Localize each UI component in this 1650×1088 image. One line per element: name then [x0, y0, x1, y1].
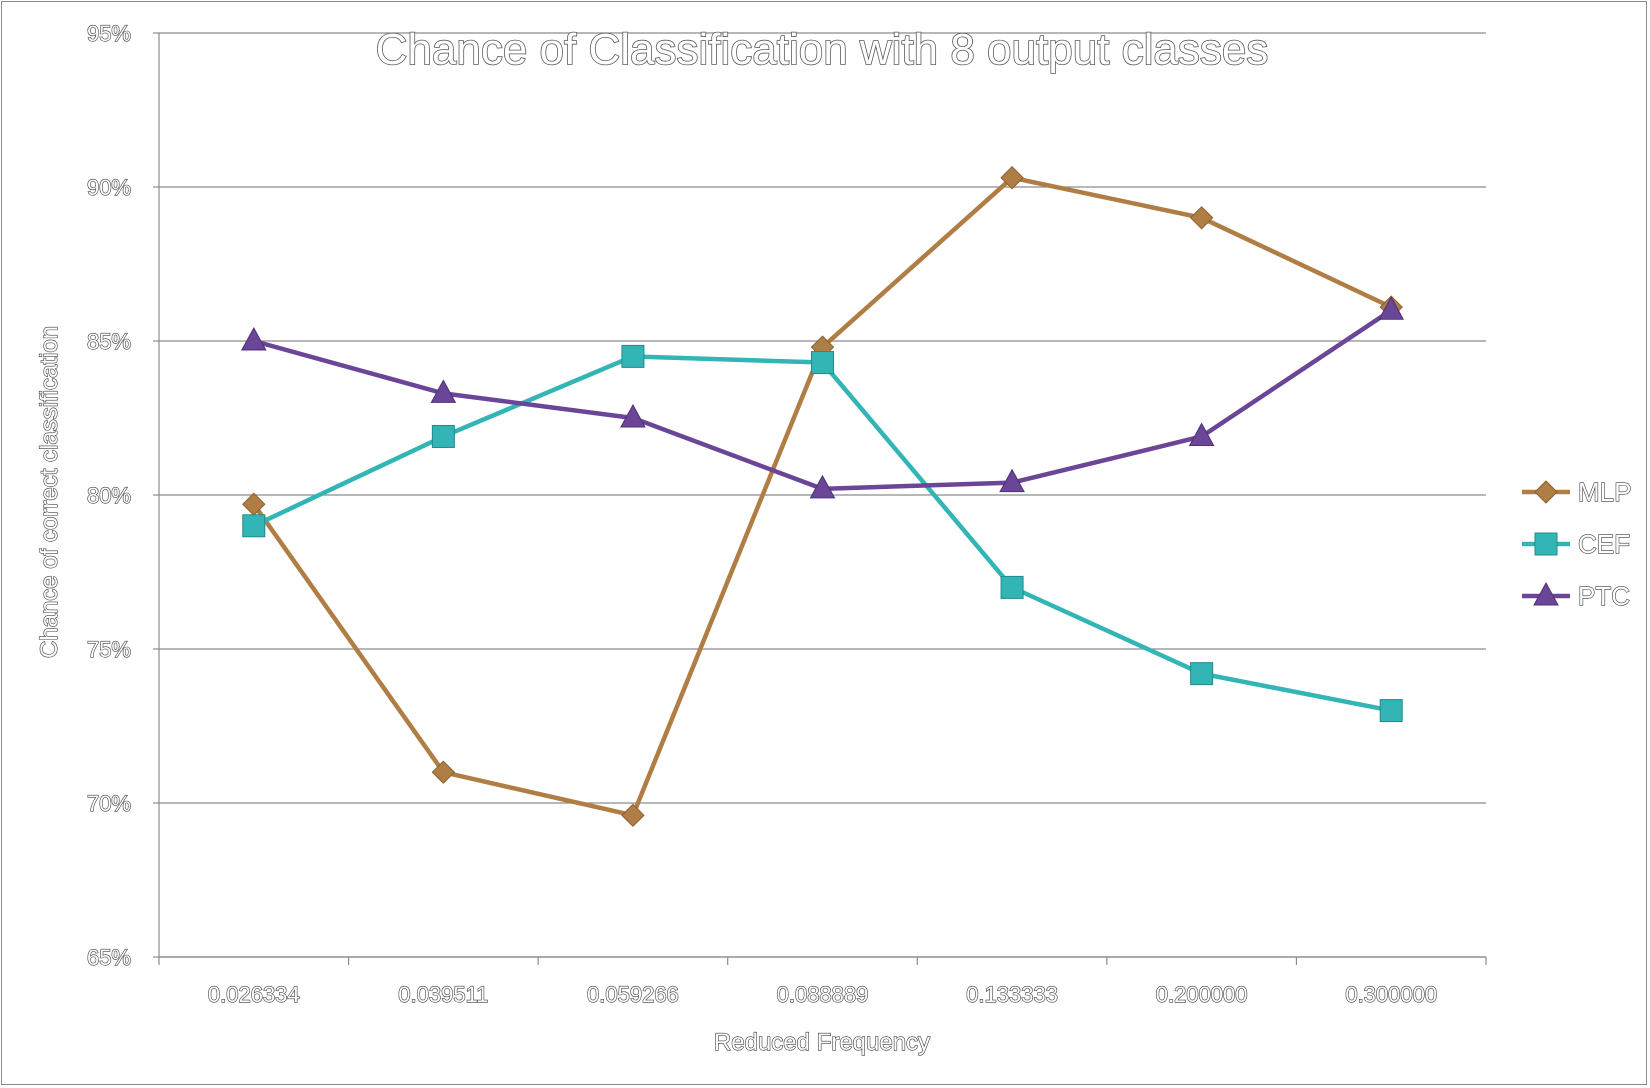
data-point-ptc: [430, 379, 457, 403]
y-tick-label: 90%: [87, 175, 131, 200]
data-point-cef: [242, 514, 266, 538]
data-point-ptc: [999, 468, 1025, 493]
data-point-mlp: [1000, 166, 1024, 190]
legend-label-cef: CEF: [1578, 529, 1630, 559]
data-point-cef: [431, 424, 455, 448]
data-point-ptc: [1188, 422, 1215, 446]
y-tick-label: 85%: [87, 329, 131, 354]
legend-label-mlp: MLP: [1578, 477, 1631, 507]
x-tick-label: 0.026334: [208, 982, 300, 1007]
legend-entry-cef: CEF: [1522, 528, 1631, 560]
chart-title: Chance of Classification with 8 output c…: [376, 25, 1269, 74]
x-tick-label: 0.200000: [1156, 982, 1248, 1007]
x-tick-label: 0.300000: [1345, 982, 1437, 1007]
y-axis-label: Chance of correct classification: [36, 326, 63, 658]
x-tick-label: 0.088889: [777, 982, 869, 1007]
data-point-cef: [621, 344, 645, 368]
chart-text: Chance of Classification with 8 output c…: [35, 20, 1437, 1056]
y-tick-label: 80%: [87, 483, 131, 508]
x-tick-label: 0.039511: [398, 982, 488, 1007]
data-point-cef: [1379, 699, 1403, 723]
legend-label-ptc: PTC: [1578, 581, 1630, 611]
legend-entry-mlp: MLP: [1522, 476, 1632, 508]
y-tick-label: 70%: [87, 791, 131, 816]
data-point-cef: [1190, 662, 1214, 686]
y-tick-label: 65%: [87, 945, 131, 970]
legend-marker-ptc: [1533, 581, 1559, 606]
y-tick-label: 95%: [87, 21, 131, 46]
legend: MLP CEF PTC: [1522, 476, 1632, 612]
data-point-ptc: [809, 474, 836, 499]
data-point-mlp: [621, 803, 645, 828]
legend-marker-mlp: [1534, 480, 1558, 504]
series-markers: [240, 166, 1405, 828]
data-point-cef: [811, 351, 834, 375]
data-point-mlp: [1189, 206, 1214, 230]
series-line-cef: [252, 354, 1392, 713]
axes: [153, 32, 1487, 965]
x-tick-label: 0.133333: [966, 982, 1058, 1007]
data-point-cef: [1000, 575, 1024, 599]
x-tick-label: 0.059266: [587, 982, 679, 1007]
data-point-mlp: [431, 760, 456, 784]
x-axis-label: Reduced Frequency: [714, 1029, 930, 1056]
legend-entry-ptc: PTC: [1522, 580, 1631, 612]
legend-marker-cef: [1534, 532, 1558, 556]
y-tick-label: 75%: [87, 637, 131, 662]
data-point-ptc: [240, 326, 267, 351]
data-point-ptc: [620, 403, 646, 428]
data-point-ptc: [1378, 296, 1405, 320]
